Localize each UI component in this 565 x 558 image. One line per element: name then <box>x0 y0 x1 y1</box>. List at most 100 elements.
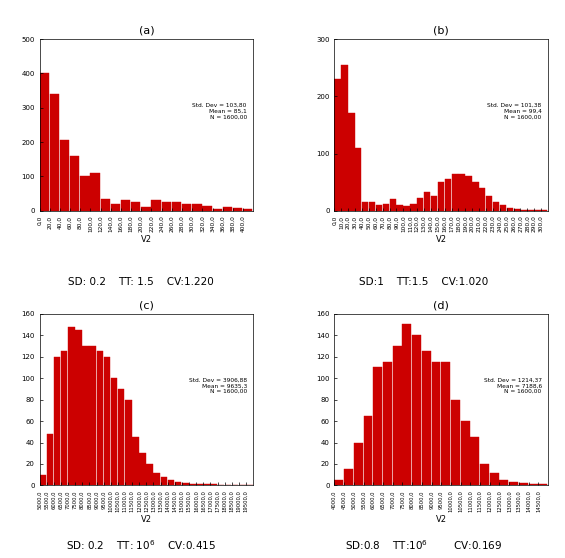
Bar <box>89 346 96 485</box>
Bar <box>121 200 131 211</box>
Bar <box>101 199 110 211</box>
Bar <box>344 469 353 485</box>
Bar <box>154 473 160 485</box>
Bar <box>111 378 118 485</box>
Bar <box>470 437 479 485</box>
Bar <box>432 362 441 485</box>
Bar <box>451 174 458 211</box>
Bar <box>202 205 212 211</box>
Bar <box>507 208 513 211</box>
X-axis label: V2: V2 <box>141 235 152 244</box>
Bar <box>192 204 202 211</box>
Title: (c): (c) <box>139 300 154 310</box>
Title: (a): (a) <box>138 26 154 36</box>
Bar <box>182 204 192 211</box>
Bar <box>402 325 411 485</box>
X-axis label: V2: V2 <box>141 515 152 524</box>
Bar <box>189 484 195 485</box>
Bar <box>445 179 451 211</box>
Bar <box>493 202 499 211</box>
Bar <box>132 437 138 485</box>
Title: (b): (b) <box>433 26 449 36</box>
Bar <box>389 199 396 211</box>
Bar <box>90 173 100 211</box>
Bar <box>70 156 80 211</box>
Bar <box>499 480 508 485</box>
Bar <box>519 483 528 485</box>
Bar <box>383 362 392 485</box>
Bar <box>212 209 222 211</box>
Bar <box>460 421 470 485</box>
Bar <box>80 176 90 211</box>
Text: SD:1    TT:1.5    CV:1.020: SD:1 TT:1.5 CV:1.020 <box>359 277 488 287</box>
Bar <box>182 483 189 485</box>
Bar <box>529 484 537 485</box>
Text: Std. Dev = 103,80
Mean = 85,1
N = 1600,00: Std. Dev = 103,80 Mean = 85,1 N = 1600,0… <box>193 103 247 119</box>
Bar <box>172 202 181 211</box>
Bar <box>479 188 485 211</box>
Bar <box>403 206 410 211</box>
Bar <box>162 202 171 211</box>
Bar <box>393 346 402 485</box>
Title: (d): (d) <box>433 300 449 310</box>
Bar <box>203 484 210 485</box>
X-axis label: V2: V2 <box>436 515 447 524</box>
Bar <box>97 352 103 485</box>
Bar <box>362 202 368 211</box>
Bar <box>355 148 362 211</box>
Bar <box>111 204 120 211</box>
Bar <box>369 202 375 211</box>
Text: Std. Dev = 3906,88
Mean = 9635,3
N = 1600,00: Std. Dev = 3906,88 Mean = 9635,3 N = 160… <box>189 378 247 394</box>
Bar <box>211 484 217 485</box>
Bar <box>243 209 253 211</box>
Bar <box>103 357 110 485</box>
Bar <box>168 480 174 485</box>
Bar <box>376 205 382 211</box>
Bar <box>40 74 49 211</box>
Bar <box>139 453 146 485</box>
Bar <box>334 79 341 211</box>
X-axis label: V2: V2 <box>436 235 447 244</box>
Bar <box>354 442 363 485</box>
Bar <box>422 352 431 485</box>
Bar <box>118 389 124 485</box>
Bar <box>397 205 403 211</box>
Bar <box>466 176 472 211</box>
Text: Std. Dev = 101,38
Mean = 99,4
N = 1600,00: Std. Dev = 101,38 Mean = 99,4 N = 1600,0… <box>488 103 542 119</box>
Bar <box>61 352 67 485</box>
Bar <box>534 210 541 211</box>
Bar <box>125 400 132 485</box>
Bar <box>68 326 75 485</box>
Text: SD:0.8    TT:$10^6$        CV:0.169: SD:0.8 TT:$10^6$ CV:0.169 <box>345 538 502 552</box>
Bar <box>458 174 465 211</box>
Bar <box>538 484 547 485</box>
Bar <box>472 182 479 211</box>
Text: SD: 0.2    TT: 1.5    CV:1.220: SD: 0.2 TT: 1.5 CV:1.220 <box>68 277 214 287</box>
Bar <box>373 367 382 485</box>
Bar <box>527 210 534 211</box>
Bar <box>334 480 344 485</box>
Bar <box>431 196 437 211</box>
Bar <box>486 196 492 211</box>
Bar <box>451 400 460 485</box>
Bar <box>141 208 151 211</box>
Bar <box>383 204 389 211</box>
Bar <box>363 416 372 485</box>
Bar <box>223 208 232 211</box>
Bar <box>160 477 167 485</box>
Bar <box>196 484 203 485</box>
Bar <box>47 434 53 485</box>
Bar <box>50 94 59 211</box>
Bar <box>131 202 141 211</box>
Bar <box>75 330 82 485</box>
Bar <box>40 475 46 485</box>
Text: SD: 0.2    TT: $10^6$    CV:0.415: SD: 0.2 TT: $10^6$ CV:0.415 <box>66 538 216 552</box>
Bar <box>509 482 518 485</box>
Bar <box>424 193 431 211</box>
Bar <box>54 357 60 485</box>
Bar <box>412 335 421 485</box>
Bar <box>541 210 547 211</box>
Bar <box>151 200 161 211</box>
Bar <box>520 210 527 211</box>
Bar <box>480 464 489 485</box>
